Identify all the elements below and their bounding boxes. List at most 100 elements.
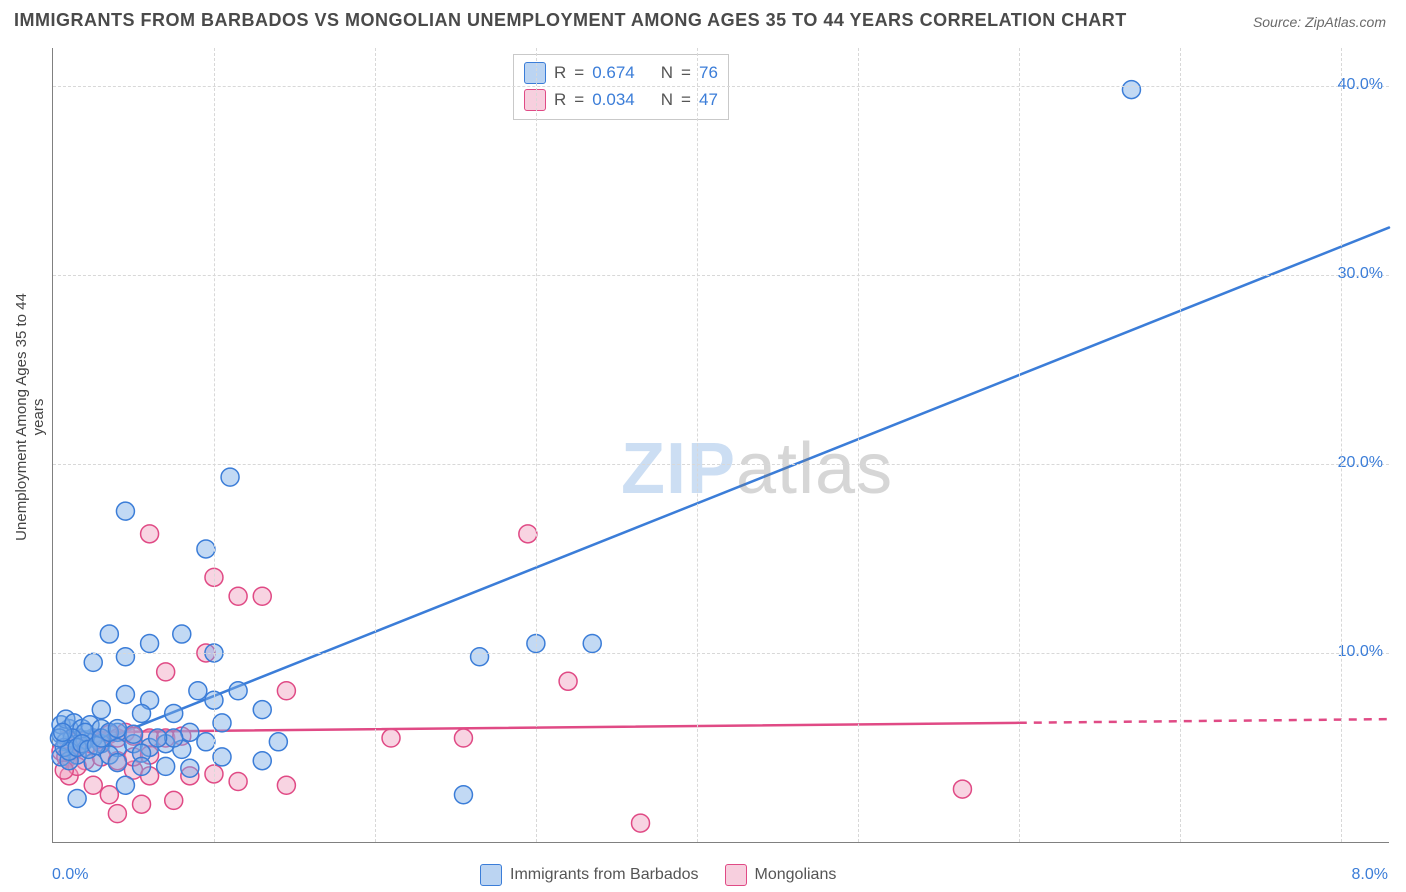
scatter-point-blue bbox=[141, 635, 159, 653]
legend-row-blue: R = 0.674 N = 76 bbox=[524, 59, 718, 86]
trend-line-dashed bbox=[1019, 719, 1389, 723]
source-attribution: Source: ZipAtlas.com bbox=[1253, 14, 1386, 30]
scatter-point-blue bbox=[471, 648, 489, 666]
eq-literal-p: = bbox=[574, 86, 584, 113]
legend-item-blue: Immigrants from Barbados bbox=[480, 864, 699, 886]
scatter-point-blue bbox=[181, 723, 199, 741]
scatter-point-pink bbox=[133, 795, 151, 813]
scatter-point-pink bbox=[84, 776, 102, 794]
y-tick-label: 20.0% bbox=[1338, 454, 1383, 472]
chart-title: IMMIGRANTS FROM BARBADOS VS MONGOLIAN UN… bbox=[14, 10, 1127, 31]
scatter-point-pink bbox=[100, 786, 118, 804]
scatter-point-pink bbox=[382, 729, 400, 747]
x-tick-max: 8.0% bbox=[1352, 866, 1388, 884]
scatter-point-blue bbox=[181, 759, 199, 777]
scatter-point-blue bbox=[116, 648, 134, 666]
scatter-point-pink bbox=[519, 525, 537, 543]
scatter-point-pink bbox=[253, 587, 271, 605]
scatter-point-blue bbox=[92, 701, 110, 719]
trend-line bbox=[61, 723, 1019, 733]
scatter-point-blue bbox=[124, 725, 142, 743]
gridline-h bbox=[53, 464, 1389, 465]
gridline-v bbox=[858, 48, 859, 842]
gridline-h bbox=[53, 86, 1389, 87]
r-literal: R bbox=[554, 59, 566, 86]
scatter-point-pink bbox=[277, 682, 295, 700]
scatter-point-pink bbox=[953, 780, 971, 798]
scatter-point-blue bbox=[197, 540, 215, 558]
y-tick-label: 30.0% bbox=[1338, 265, 1383, 283]
legend-row-pink: R = 0.034 N = 47 bbox=[524, 86, 718, 113]
n-literal-p: N bbox=[661, 86, 673, 113]
y-tick-label: 40.0% bbox=[1338, 76, 1383, 94]
scatter-point-blue bbox=[583, 635, 601, 653]
legend-label-pink: Mongolians bbox=[755, 866, 837, 884]
scatter-point-blue bbox=[269, 733, 287, 751]
scatter-point-blue bbox=[157, 757, 175, 775]
scatter-point-blue bbox=[133, 757, 151, 775]
gridline-v bbox=[1180, 48, 1181, 842]
plot-area: R = 0.674 N = 76 R = 0.034 N = 47 ZIPatl… bbox=[52, 48, 1389, 843]
y-axis-label: Unemployment Among Ages 35 to 44 years bbox=[13, 287, 47, 547]
scatter-point-blue bbox=[116, 776, 134, 794]
scatter-point-blue bbox=[108, 720, 126, 738]
scatter-point-blue bbox=[116, 502, 134, 520]
swatch-blue-icon-2 bbox=[480, 864, 502, 886]
gridline-h bbox=[53, 275, 1389, 276]
eq-literal: = bbox=[574, 59, 584, 86]
scatter-point-pink bbox=[141, 525, 159, 543]
scatter-point-blue bbox=[189, 682, 207, 700]
scatter-point-blue bbox=[253, 701, 271, 719]
scatter-point-blue bbox=[133, 704, 151, 722]
scatter-point-blue bbox=[229, 682, 247, 700]
scatter-point-blue bbox=[68, 790, 86, 808]
r-value-blue: 0.674 bbox=[592, 59, 635, 86]
gridline-v bbox=[214, 48, 215, 842]
scatter-point-pink bbox=[229, 587, 247, 605]
eq-literal-2: = bbox=[681, 59, 691, 86]
gridline-v bbox=[1019, 48, 1020, 842]
scatter-point-blue bbox=[54, 723, 72, 741]
r-value-pink: 0.034 bbox=[592, 86, 635, 113]
scatter-point-pink bbox=[454, 729, 472, 747]
legend-item-pink: Mongolians bbox=[725, 864, 837, 886]
scatter-point-blue bbox=[165, 704, 183, 722]
legend-label-blue: Immigrants from Barbados bbox=[510, 866, 699, 884]
scatter-point-blue bbox=[149, 729, 167, 747]
scatter-point-blue bbox=[213, 714, 231, 732]
scatter-point-blue bbox=[221, 468, 239, 486]
scatter-point-blue bbox=[197, 733, 215, 751]
scatter-point-pink bbox=[108, 805, 126, 823]
scatter-point-blue bbox=[454, 786, 472, 804]
swatch-pink-icon-2 bbox=[725, 864, 747, 886]
gridline-v bbox=[1341, 48, 1342, 842]
scatter-point-pink bbox=[229, 773, 247, 791]
trend-line bbox=[61, 228, 1389, 757]
scatter-point-blue bbox=[108, 754, 126, 772]
scatter-point-blue bbox=[116, 686, 134, 704]
series-legend: Immigrants from Barbados Mongolians bbox=[480, 864, 836, 886]
scatter-point-blue bbox=[100, 625, 118, 643]
r-literal-p: R bbox=[554, 86, 566, 113]
scatter-point-pink bbox=[632, 814, 650, 832]
gridline-h bbox=[53, 653, 1389, 654]
scatter-point-pink bbox=[559, 672, 577, 690]
n-literal: N bbox=[661, 59, 673, 86]
scatter-point-blue bbox=[84, 653, 102, 671]
scatter-point-blue bbox=[1122, 81, 1140, 99]
scatter-point-pink bbox=[277, 776, 295, 794]
n-value-pink: 47 bbox=[699, 86, 718, 113]
eq-literal-p2: = bbox=[681, 86, 691, 113]
n-value-blue: 76 bbox=[699, 59, 718, 86]
scatter-point-blue bbox=[173, 625, 191, 643]
gridline-v bbox=[536, 48, 537, 842]
scatter-point-blue bbox=[253, 752, 271, 770]
scatter-point-pink bbox=[157, 663, 175, 681]
scatter-point-blue bbox=[213, 748, 231, 766]
gridline-v bbox=[697, 48, 698, 842]
scatter-point-pink bbox=[165, 791, 183, 809]
scatter-point-blue bbox=[165, 729, 183, 747]
x-tick-min: 0.0% bbox=[52, 866, 88, 884]
gridline-v bbox=[375, 48, 376, 842]
y-tick-label: 10.0% bbox=[1338, 643, 1383, 661]
